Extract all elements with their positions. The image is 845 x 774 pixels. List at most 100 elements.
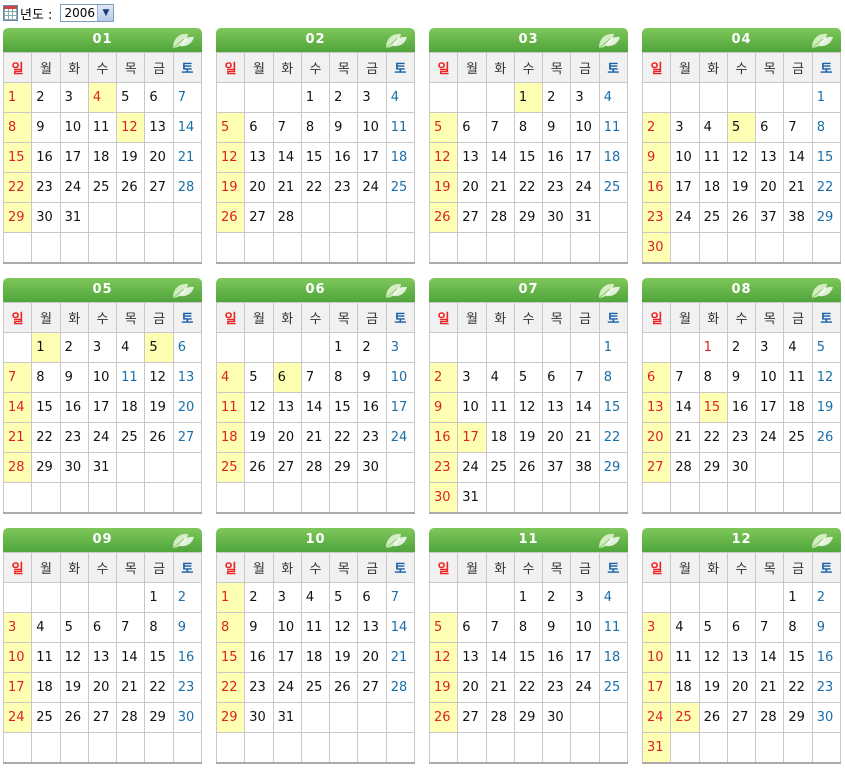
day-cell[interactable]: 18 [31,672,61,703]
day-cell[interactable]: 23 [726,422,757,453]
day-cell[interactable]: 9 [59,362,89,393]
day-cell[interactable]: 30 [542,702,572,733]
day-cell[interactable]: 9 [244,612,274,643]
day-cell[interactable]: 30 [59,452,89,483]
day-cell[interactable]: 10 [570,112,600,143]
day-cell[interactable]: 8 [300,112,331,143]
day-cell[interactable]: 3 [2,612,33,643]
day-cell[interactable]: 24 [570,172,600,203]
day-cell[interactable]: 2 [428,362,459,393]
day-cell[interactable]: 19 [428,172,459,203]
day-cell[interactable]: 11 [87,112,118,143]
day-cell[interactable]: 17 [670,172,700,203]
day-cell[interactable]: 13 [755,142,785,173]
day-cell[interactable]: 29 [31,452,61,483]
day-cell[interactable]: 19 [513,422,544,453]
day-cell[interactable]: 7 [300,362,331,393]
day-cell[interactable]: 5 [428,112,459,143]
day-cell[interactable]: 28 [485,202,515,233]
day-cell[interactable]: 31 [457,482,487,514]
day-cell[interactable]: 11 [670,642,700,673]
day-cell[interactable]: 17 [641,672,672,703]
day-cell[interactable]: 4 [87,82,118,113]
day-cell[interactable]: 14 [172,112,203,143]
day-cell[interactable]: 8 [783,612,813,643]
day-cell[interactable]: 27 [641,452,672,483]
day-cell[interactable]: 25 [385,172,416,203]
day-cell[interactable]: 16 [244,642,274,673]
day-cell[interactable]: 30 [357,452,387,483]
day-cell[interactable]: 14 [670,392,700,423]
day-cell[interactable]: 31 [87,452,118,483]
day-cell[interactable]: 6 [87,612,118,643]
day-cell[interactable]: 1 [513,582,544,613]
day-cell[interactable]: 2 [542,82,572,113]
day-cell[interactable]: 24 [87,422,118,453]
day-cell[interactable]: 38 [783,202,813,233]
day-cell[interactable]: 9 [726,362,757,393]
day-cell[interactable]: 13 [641,392,672,423]
day-cell[interactable]: 16 [172,642,203,673]
day-cell[interactable]: 19 [329,642,359,673]
day-cell[interactable]: 5 [428,612,459,643]
day-cell[interactable]: 25 [485,452,515,483]
day-cell[interactable]: 26 [698,702,728,733]
day-cell[interactable]: 19 [428,672,459,703]
day-cell[interactable]: 10 [357,112,387,143]
day-cell[interactable]: 5 [215,112,246,143]
day-cell[interactable]: 28 [300,452,331,483]
day-cell[interactable]: 30 [542,202,572,233]
day-cell[interactable]: 4 [698,112,728,143]
day-cell[interactable]: 25 [300,672,331,703]
day-cell[interactable]: 15 [215,642,246,673]
day-cell[interactable]: 22 [598,422,629,453]
day-cell[interactable]: 21 [755,672,785,703]
day-cell[interactable]: 18 [87,142,118,173]
day-cell[interactable]: 13 [272,392,302,423]
day-cell[interactable]: 9 [811,612,842,643]
day-cell[interactable]: 14 [385,612,416,643]
day-cell[interactable]: 15 [144,642,174,673]
day-cell[interactable]: 12 [811,362,842,393]
day-cell[interactable]: 31 [570,202,600,233]
day-cell[interactable]: 28 [670,452,700,483]
day-cell[interactable]: 10 [2,642,33,673]
day-cell[interactable]: 16 [428,422,459,453]
day-cell[interactable]: 14 [755,642,785,673]
day-cell[interactable]: 14 [272,142,302,173]
day-cell[interactable]: 13 [357,612,387,643]
day-cell[interactable]: 11 [215,392,246,423]
day-cell[interactable]: 1 [300,82,331,113]
day-cell[interactable]: 2 [329,82,359,113]
day-cell[interactable]: 12 [116,112,146,143]
day-cell[interactable]: 10 [570,612,600,643]
day-cell[interactable]: 17 [357,142,387,173]
day-cell[interactable]: 18 [670,672,700,703]
day-cell[interactable]: 22 [215,672,246,703]
day-cell[interactable]: 21 [272,172,302,203]
day-cell[interactable]: 30 [641,232,672,264]
day-cell[interactable]: 8 [144,612,174,643]
day-cell[interactable]: 12 [698,642,728,673]
day-cell[interactable]: 20 [272,422,302,453]
day-cell[interactable]: 19 [811,392,842,423]
day-cell[interactable]: 11 [698,142,728,173]
day-cell[interactable]: 24 [272,672,302,703]
day-cell[interactable]: 6 [457,112,487,143]
day-cell[interactable]: 18 [116,392,146,423]
day-cell[interactable]: 27 [244,202,274,233]
day-cell[interactable]: 23 [357,422,387,453]
day-cell[interactable]: 11 [598,112,629,143]
day-cell[interactable]: 37 [755,202,785,233]
day-cell[interactable]: 11 [385,112,416,143]
day-cell[interactable]: 26 [428,702,459,733]
day-cell[interactable]: 24 [641,702,672,733]
day-cell[interactable]: 16 [641,172,672,203]
day-cell[interactable]: 9 [641,142,672,173]
day-cell[interactable]: 21 [385,642,416,673]
day-cell[interactable]: 18 [485,422,515,453]
day-cell[interactable]: 8 [329,362,359,393]
day-cell[interactable]: 3 [357,82,387,113]
day-cell[interactable]: 14 [116,642,146,673]
day-cell[interactable]: 25 [698,202,728,233]
